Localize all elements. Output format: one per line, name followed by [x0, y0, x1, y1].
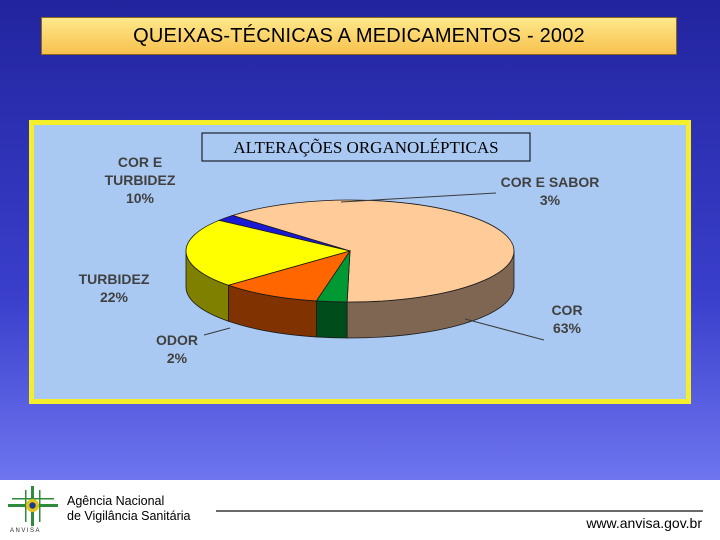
label-cor: COR 63%	[551, 302, 582, 336]
leader-cor	[464, 318, 545, 341]
chart-area: COR 63% ODOR 2% TURBIDEZ 22% COR E TURBIDEZ 10% C…	[34, 125, 686, 399]
slice-labels: COR 63% ODOR 2%TURBIDEZ 22% COR E TURBIDEZ 10% C…	[79, 154, 600, 366]
website-url: www.anvisa.gov.br	[586, 515, 702, 531]
pie-tops	[185, 199, 515, 303]
pie-slice-cor-e-sabor	[315, 249, 351, 303]
pie-slice-cor-e-turbidez	[227, 250, 351, 302]
leader-odor	[203, 327, 231, 336]
chart-title: ALTERAÇÕES ORGANOLÉPTICAS	[233, 138, 498, 157]
chart-title-box	[201, 132, 531, 162]
agency-name: Agência Nacional de Vigilância Sanitária	[67, 494, 190, 524]
leader-cor-e-sabor	[340, 192, 497, 203]
footer: ANVISA Agência Nacional de Vigilância Sa…	[0, 480, 720, 540]
pie-slice-turbidez	[185, 219, 351, 286]
agency-line-2: de Vigilância Sanitária	[67, 509, 191, 523]
agency-line-1: Agência Nacional	[67, 494, 165, 508]
label-cor-e-sabor: COR E SABOR 3%	[501, 174, 600, 208]
pie-side-cor-e-sabor	[316, 300, 348, 339]
leader-lines	[203, 192, 545, 341]
pie-chart: COR 63% ODOR 2%TURBIDEZ 22% COR E TURBIDEZ 10% C…	[79, 132, 600, 366]
anvisa-logo-icon	[8, 486, 58, 526]
logo-caption: ANVISA	[10, 528, 42, 534]
chart-frame: COR 63% ODOR 2% TURBIDEZ 22% COR E TURBIDEZ 10% C…	[29, 120, 691, 404]
slide-title: QUEIXAS-TÉCNICAS A MEDICAMENTOS - 2002	[41, 17, 677, 55]
label-odor: ODOR 2%	[156, 332, 198, 366]
pie-slice-cor	[231, 199, 515, 303]
label-turbidez: TURBIDEZ 22%	[79, 271, 150, 305]
footer-divider	[216, 510, 703, 512]
label-cor-e-turbidez: COR E TURBIDEZ 10%	[105, 154, 176, 206]
